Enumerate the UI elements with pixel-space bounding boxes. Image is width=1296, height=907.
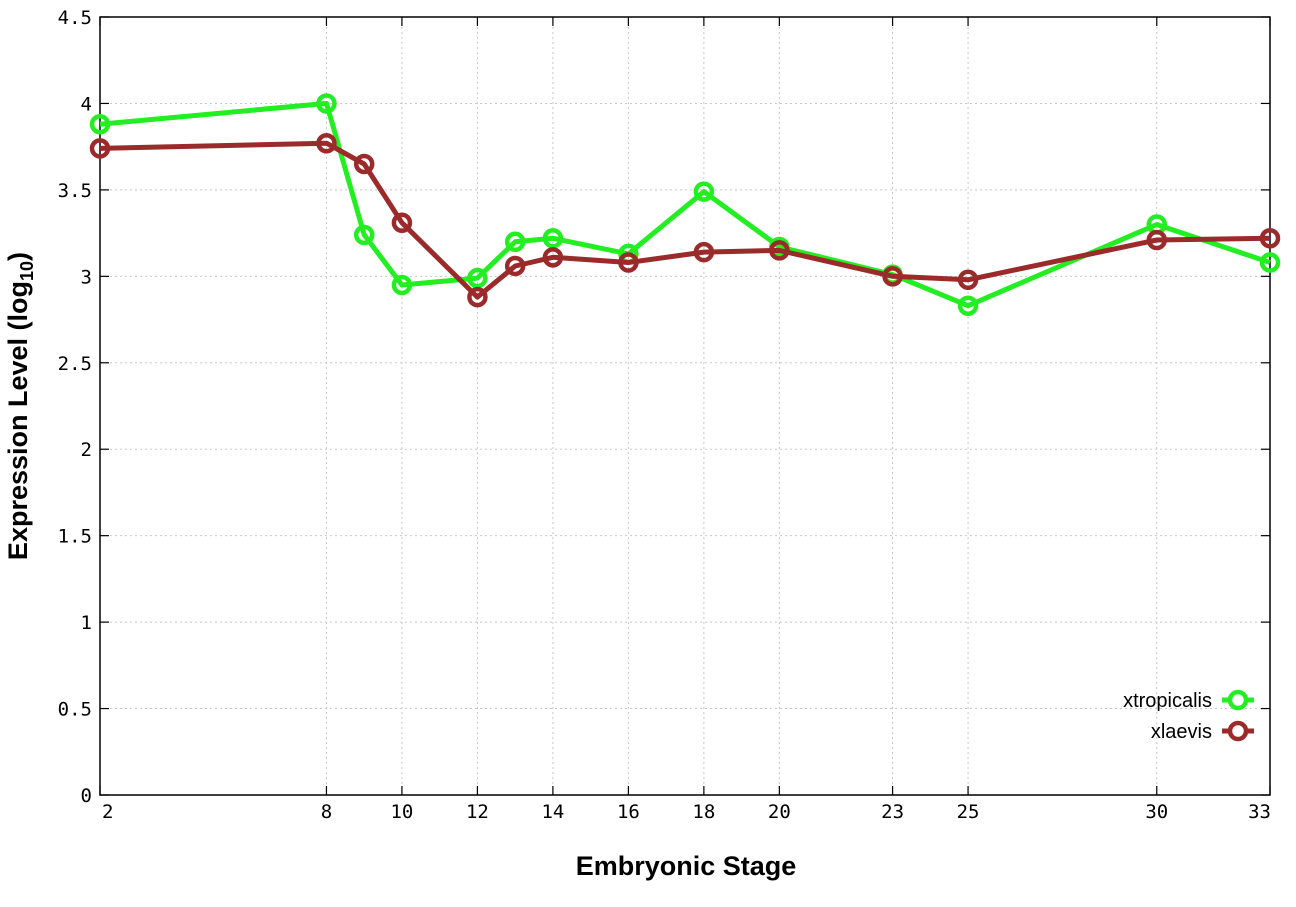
legend-marker-xlaevis [1227, 720, 1249, 742]
data-point-xtropicalis [957, 295, 979, 316]
x-tick-label: 10 [390, 801, 413, 823]
y-tick-label: 4.5 [58, 7, 92, 29]
y-tick-label: 0 [81, 785, 92, 807]
series-line-xtropicalis [99, 100, 1271, 309]
x-tick-label: 30 [1145, 801, 1168, 823]
y-axis-title-close: ) [3, 252, 33, 261]
legend-marker-xtropicalis [1227, 689, 1249, 711]
x-tick-label: 23 [881, 801, 904, 823]
data-point-xlaevis [1259, 228, 1281, 249]
data-point-xlaevis [1146, 229, 1168, 251]
data-point-xtropicalis [467, 267, 488, 289]
x-tick-label: 33 [1248, 801, 1271, 823]
data-point-xlaevis [882, 266, 903, 287]
data-point-xtropicalis [89, 113, 111, 135]
data-point-xlaevis [693, 241, 715, 263]
x-tick-label: 14 [541, 801, 564, 823]
data-point-xtropicalis [693, 181, 715, 202]
data-point-xlaevis [504, 255, 526, 277]
x-tick-label: 8 [321, 801, 332, 823]
axis-ticks [99, 16, 1271, 796]
data-point-xlaevis [618, 252, 639, 273]
legend: xtropicalis xlaevis [1123, 689, 1254, 743]
y-tick-label: 4 [81, 93, 92, 115]
data-point-xlaevis [467, 286, 488, 308]
data-point-xtropicalis [316, 93, 337, 114]
data-point-xtropicalis [1259, 252, 1281, 273]
y-tick-label: 0.5 [58, 699, 92, 721]
data-point-xtropicalis [391, 274, 413, 296]
legend-label-xtropicalis: xtropicalis [1123, 690, 1212, 712]
x-tick-label: 20 [768, 801, 791, 823]
y-tick-label: 1.5 [58, 526, 92, 548]
data-point-xlaevis [353, 153, 375, 175]
data-point-xtropicalis [542, 228, 564, 249]
data-point-xlaevis [769, 240, 790, 261]
data-point-xlaevis [89, 138, 111, 159]
y-tick-label: 2.5 [58, 353, 92, 375]
x-tick-label: 18 [692, 801, 715, 823]
series-line-xlaevis [99, 140, 1271, 300]
y-tick-label: 3.5 [58, 180, 92, 202]
y-tick-label: 2 [81, 439, 92, 461]
data-point-xlaevis [316, 132, 337, 154]
tick-labels: 0 0.5 1 1.5 2 2.5 3 3.5 4 4.5 2 8 10 12 14 16 18 20 23 25 30… [58, 7, 1271, 823]
x-axis-title: Embryonic Stage [576, 851, 797, 881]
x-tick-label: 16 [617, 801, 640, 823]
plot-frame [99, 16, 1271, 796]
x-tick-label: 25 [957, 801, 980, 823]
data-point-xtropicalis [353, 224, 375, 246]
data-point-xtropicalis [504, 231, 526, 253]
x-tick-label: 2 [102, 801, 113, 823]
y-tick-label: 1 [81, 612, 92, 634]
legend-label-xlaevis: xlaevis [1151, 721, 1212, 743]
grid-lines [100, 17, 1270, 795]
y-tick-label: 3 [81, 266, 92, 288]
y-axis-title: Expression Level (log10) [3, 252, 37, 560]
data-point-xlaevis [957, 269, 979, 291]
x-tick-label: 12 [466, 801, 489, 823]
data-point-xlaevis [391, 212, 413, 233]
data-point-xlaevis [542, 247, 564, 268]
series-layer [89, 93, 1281, 316]
y-axis-title-subscript: 10 [17, 261, 37, 281]
y-axis-title-main: Expression Level (log [3, 281, 33, 560]
